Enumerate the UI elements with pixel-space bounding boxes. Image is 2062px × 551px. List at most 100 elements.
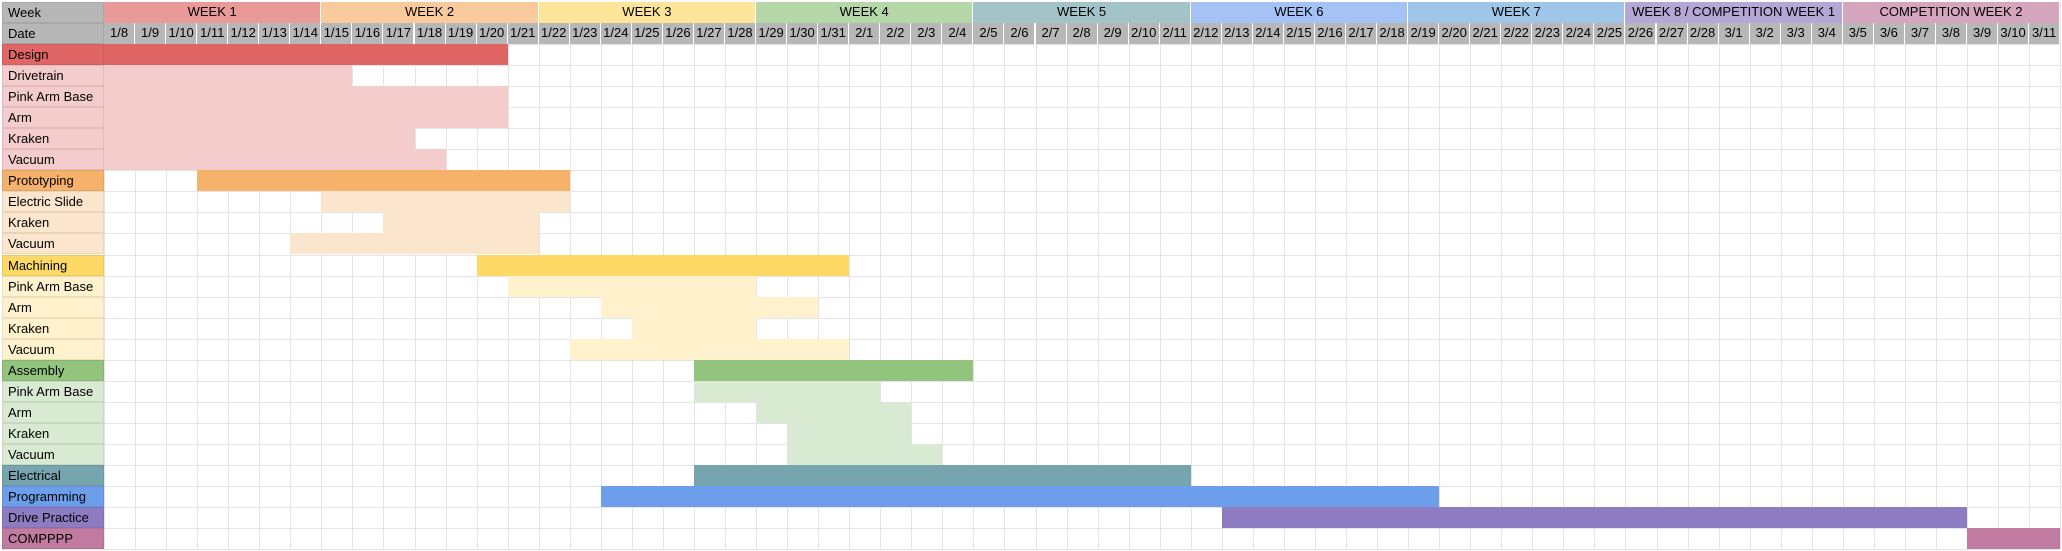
task-timeline-bar[interactable] — [756, 401, 912, 423]
date-header-cell[interactable]: 2/6 — [1004, 23, 1036, 44]
task-label[interactable]: Vacuum — [2, 443, 104, 465]
date-header-cell[interactable]: 3/2 — [1749, 23, 1781, 44]
task-timeline-bar[interactable] — [631, 317, 757, 339]
task-label[interactable]: Vacuum — [2, 149, 104, 171]
week-header-cell[interactable]: WEEK 2 — [321, 2, 539, 23]
task-category-label[interactable]: Machining — [2, 254, 104, 276]
date-header-cell[interactable]: 3/4 — [1811, 23, 1843, 44]
task-timeline-bar[interactable] — [104, 149, 446, 171]
date-header-cell[interactable]: 1/22 — [538, 23, 570, 44]
week-header-cell[interactable]: WEEK 5 — [973, 2, 1191, 23]
week-header-cell[interactable]: WEEK 1 — [104, 2, 322, 23]
week-header-cell[interactable]: WEEK 7 — [1408, 2, 1626, 23]
task-timeline-bar[interactable] — [104, 65, 353, 87]
date-header-cell[interactable]: 2/20 — [1439, 23, 1471, 44]
date-header-cell[interactable]: 2/12 — [1190, 23, 1222, 44]
date-header-cell[interactable]: 2/8 — [1066, 23, 1098, 44]
date-header-cell[interactable]: 1/20 — [476, 23, 508, 44]
task-timeline-bar[interactable] — [600, 296, 819, 318]
date-header-cell[interactable]: 3/6 — [1873, 23, 1905, 44]
task-label[interactable]: Kraken — [2, 212, 104, 234]
date-header-cell[interactable]: 1/16 — [352, 23, 384, 44]
task-label[interactable]: Pink Arm Base — [2, 380, 104, 402]
week-header-cell[interactable]: WEEK 8 / COMPETITION WEEK 1 — [1625, 2, 1843, 23]
date-header-cell[interactable]: 1/28 — [725, 23, 757, 44]
date-header-cell[interactable]: 1/30 — [787, 23, 819, 44]
date-header-cell[interactable]: 3/7 — [1904, 23, 1936, 44]
date-header-cell[interactable]: 2/21 — [1470, 23, 1502, 44]
date-header-cell[interactable]: 3/5 — [1842, 23, 1874, 44]
task-timeline-bar[interactable] — [787, 422, 912, 444]
date-header-cell[interactable]: 1/24 — [600, 23, 632, 44]
date-header-cell[interactable]: 2/11 — [1159, 23, 1191, 44]
date-header-cell[interactable]: 2/17 — [1346, 23, 1378, 44]
date-header-cell[interactable]: 1/29 — [756, 23, 788, 44]
category-timeline-bar[interactable] — [476, 254, 850, 276]
date-header-cell[interactable]: 2/24 — [1563, 23, 1595, 44]
task-label[interactable]: Arm — [2, 107, 104, 129]
week-header-cell[interactable]: WEEK 6 — [1190, 2, 1409, 23]
task-timeline-bar[interactable] — [104, 107, 508, 129]
week-header-label[interactable]: Week — [2, 2, 104, 23]
date-header-cell[interactable]: 2/23 — [1532, 23, 1564, 44]
date-header-cell[interactable]: 2/27 — [1656, 23, 1688, 44]
date-header-cell[interactable]: 1/14 — [290, 23, 322, 44]
date-header-cell[interactable]: 2/7 — [1035, 23, 1067, 44]
date-header-cell[interactable]: 2/9 — [1097, 23, 1129, 44]
date-header-cell[interactable]: 3/1 — [1718, 23, 1750, 44]
task-label[interactable]: Vacuum — [2, 233, 104, 255]
task-label[interactable]: Vacuum — [2, 338, 104, 360]
date-header-cell[interactable]: 2/25 — [1594, 23, 1626, 44]
date-header-cell[interactable]: 3/8 — [1935, 23, 1967, 44]
date-header-cell[interactable]: 2/4 — [942, 23, 974, 44]
date-header-cell[interactable]: 1/23 — [569, 23, 601, 44]
date-header-cell[interactable]: 2/1 — [849, 23, 881, 44]
task-label[interactable]: Kraken — [2, 128, 104, 150]
date-header-cell[interactable]: 1/13 — [259, 23, 291, 44]
date-header-cell[interactable]: 2/14 — [1252, 23, 1284, 44]
date-header-cell[interactable]: 2/15 — [1283, 23, 1315, 44]
date-header-cell[interactable]: 3/11 — [2029, 23, 2061, 44]
task-category-label[interactable]: Design — [2, 44, 104, 66]
task-timeline-bar[interactable] — [383, 212, 539, 234]
date-header-cell[interactable]: 1/19 — [445, 23, 477, 44]
task-category-label[interactable]: COMPPPP — [2, 528, 104, 550]
date-header-cell[interactable]: 2/10 — [1128, 23, 1160, 44]
category-timeline-bar[interactable] — [1221, 507, 1967, 529]
task-timeline-bar[interactable] — [569, 338, 850, 360]
task-category-label[interactable]: Assembly — [2, 359, 104, 381]
date-header-cell[interactable]: 2/13 — [1221, 23, 1253, 44]
week-header-cell[interactable]: WEEK 3 — [538, 2, 757, 23]
week-header-cell[interactable]: COMPETITION WEEK 2 — [1842, 2, 2061, 23]
date-header-cell[interactable]: 2/3 — [911, 23, 943, 44]
category-timeline-bar[interactable] — [693, 359, 974, 381]
task-label[interactable]: Drivetrain — [2, 65, 104, 87]
task-label[interactable]: Pink Arm Base — [2, 86, 104, 108]
task-label[interactable]: Arm — [2, 296, 104, 318]
date-header-cell[interactable]: 1/27 — [693, 23, 725, 44]
task-label[interactable]: Kraken — [2, 422, 104, 444]
task-label[interactable]: Pink Arm Base — [2, 275, 104, 297]
date-header-cell[interactable]: 1/10 — [166, 23, 198, 44]
date-header-cell[interactable]: 1/25 — [631, 23, 663, 44]
date-header-cell[interactable]: 1/9 — [135, 23, 167, 44]
date-header-cell[interactable]: 3/10 — [1998, 23, 2030, 44]
category-timeline-bar[interactable] — [693, 465, 1191, 487]
date-header-cell[interactable]: 2/19 — [1408, 23, 1440, 44]
task-timeline-bar[interactable] — [290, 233, 539, 255]
date-header-cell[interactable]: 1/31 — [818, 23, 850, 44]
date-header-cell[interactable]: 1/26 — [662, 23, 694, 44]
date-header-cell[interactable]: 1/8 — [104, 23, 136, 44]
task-label[interactable]: Kraken — [2, 317, 104, 339]
task-category-label[interactable]: Drive Practice — [2, 507, 104, 529]
category-timeline-bar[interactable] — [104, 44, 508, 66]
date-header-cell[interactable]: 2/2 — [880, 23, 912, 44]
task-timeline-bar[interactable] — [507, 275, 757, 297]
task-category-label[interactable]: Programming — [2, 486, 104, 508]
category-timeline-bar[interactable] — [1967, 528, 2061, 550]
task-timeline-bar[interactable] — [104, 86, 508, 108]
category-timeline-bar[interactable] — [197, 170, 570, 192]
week-header-cell[interactable]: WEEK 4 — [756, 2, 974, 23]
task-category-label[interactable]: Prototyping — [2, 170, 104, 192]
date-header-cell[interactable]: 1/15 — [321, 23, 353, 44]
